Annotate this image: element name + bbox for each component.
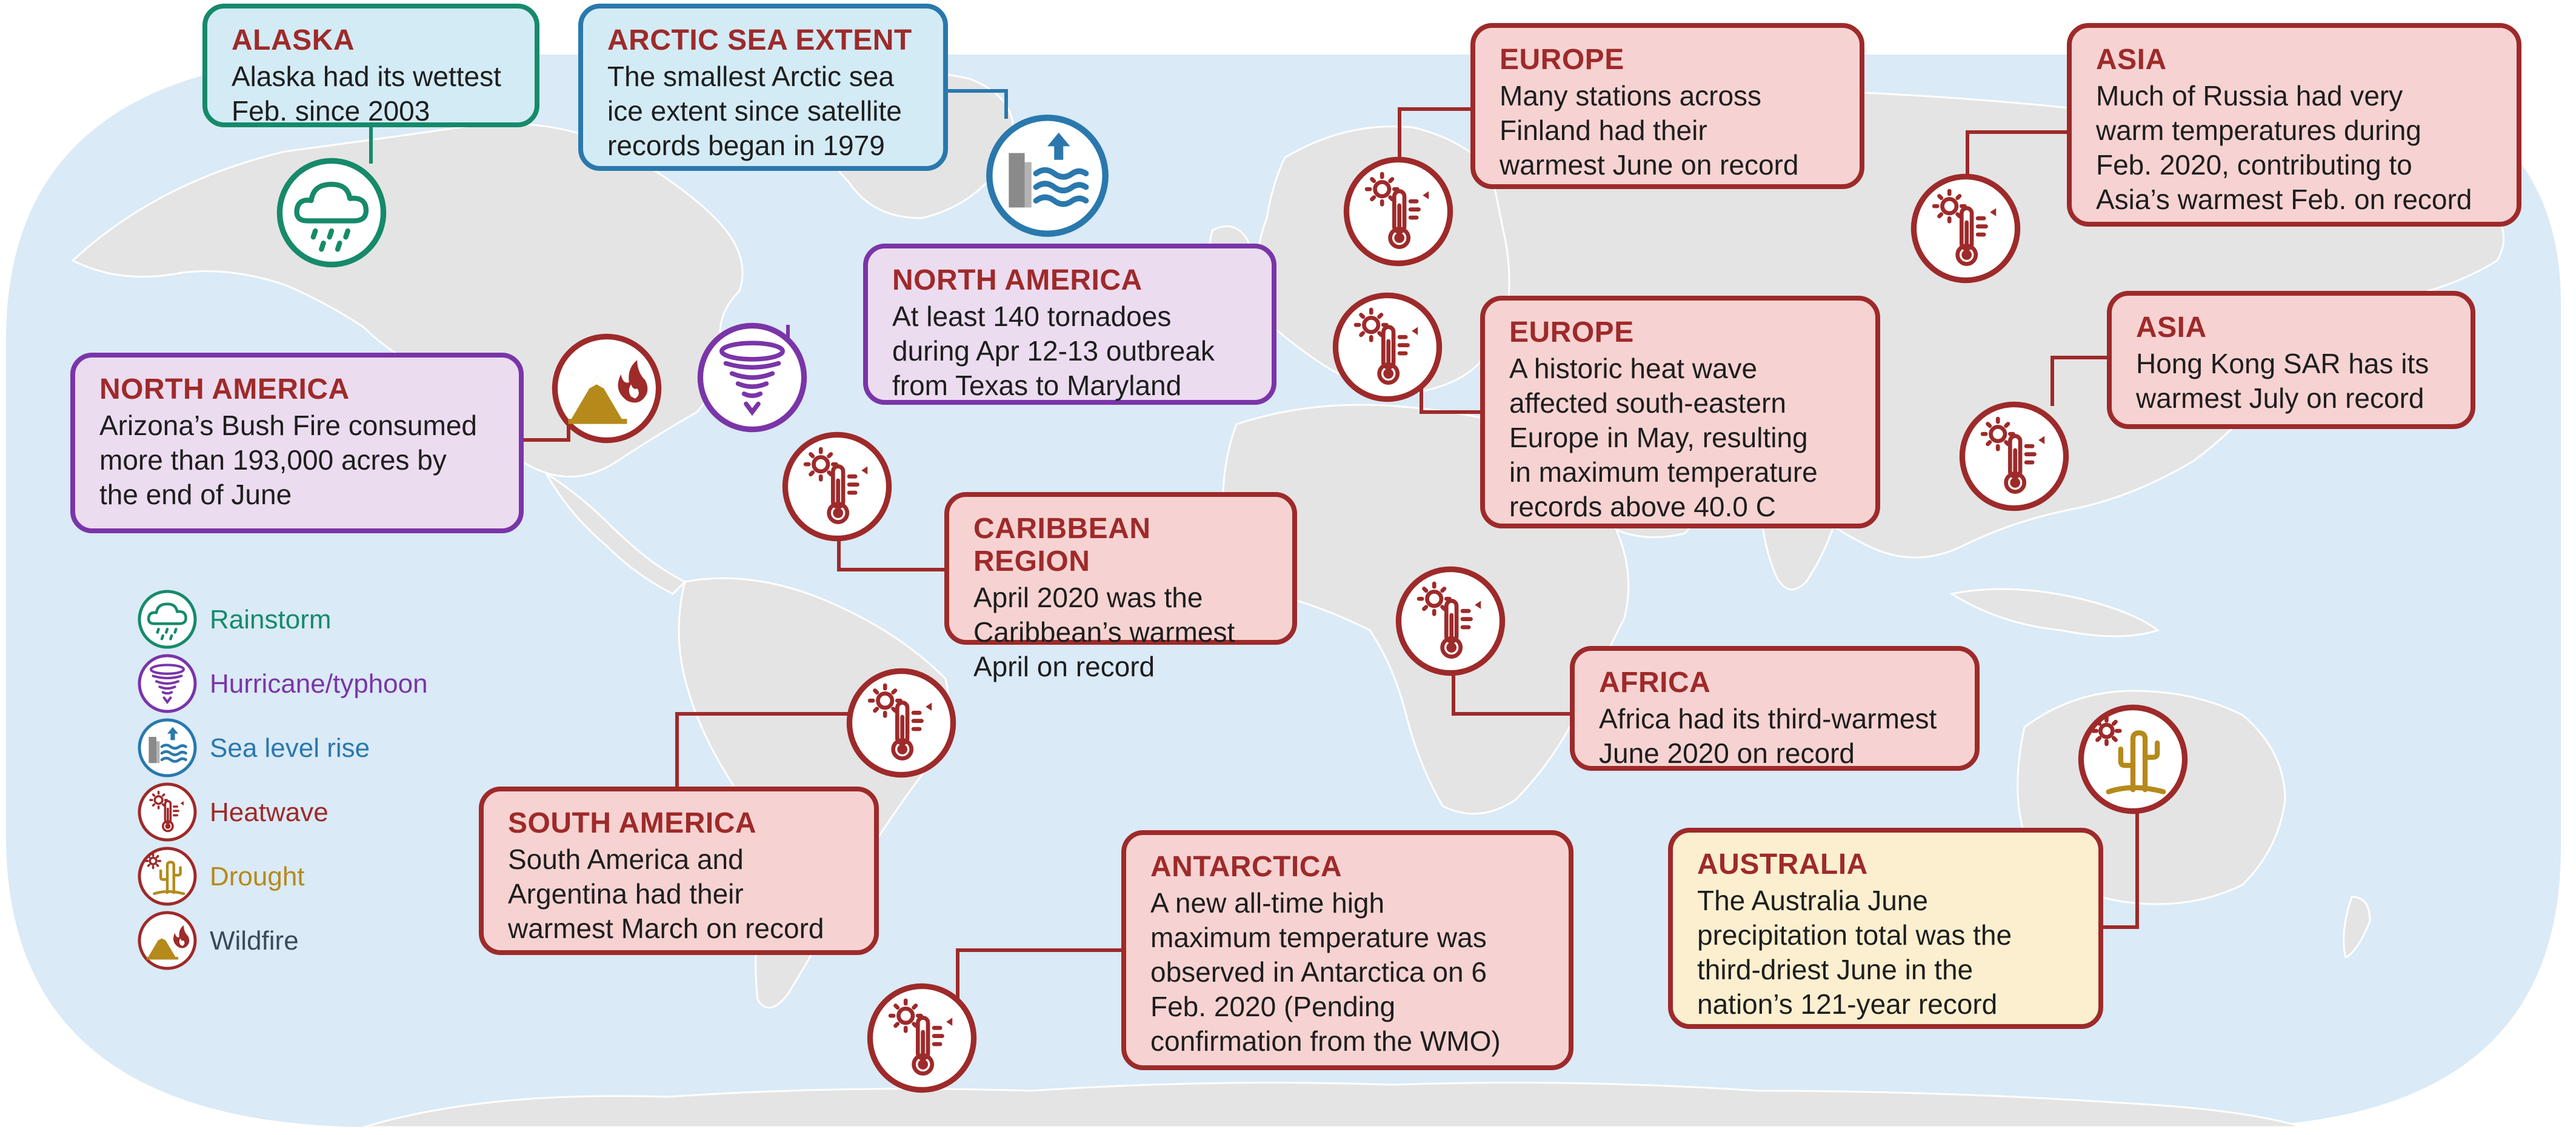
legend-thermometer-sun-icon (139, 784, 195, 840)
callout-line: Caribbean’s warmest (973, 616, 1235, 648)
callout-title: NORTH AMERICA (892, 264, 1143, 296)
se-europe-heat-icon (1335, 295, 1439, 399)
callout-alaska: ALASKA Alaska had its wettest Feb. since… (202, 4, 539, 127)
callout-line: Finland had their (1500, 115, 1707, 146)
callout-title: EUROPE (1500, 44, 1624, 76)
wildfire-marker-icon (555, 336, 658, 440)
caribbean-heat-icon (785, 434, 889, 538)
callout-line: in maximum temperature (1509, 456, 1818, 488)
legend-cactus-sun-icon (139, 848, 195, 904)
callout-line: June 2020 on record (1599, 737, 1855, 769)
legend-label-sea-level: Sea level rise (210, 733, 370, 763)
legend-label-hurricane: Hurricane/typhoon (210, 669, 428, 699)
callout-title: EUROPE (1509, 316, 1634, 348)
callout-title: SOUTH AMERICA (508, 807, 757, 839)
legend-tornado-icon (139, 656, 195, 711)
callout-line: The Australia June (1697, 885, 1929, 916)
legend-rain-cloud-icon (139, 591, 195, 647)
callout-caribbean: CARIBBEAN REGION April 2020 was the Cari… (944, 492, 1297, 682)
legend-label-wildfire: Wildfire (210, 926, 299, 956)
callout-line: from Texas to Maryland (892, 370, 1182, 401)
callout-line: third-driest June in the (1697, 954, 1974, 985)
callout-line: observed in Antarctica on 6 (1150, 956, 1487, 988)
callout-line: more than 193,000 acres by (99, 444, 447, 476)
callout-line: At least 140 tornadoes (892, 301, 1172, 332)
callout-africa: AFRICA Africa had its third-warmest June… (1570, 646, 1980, 771)
arctic-sea-level-icon (989, 118, 1105, 233)
callout-line: Asia’s warmest Feb. on record (2096, 184, 2472, 215)
callout-line: Alaska had its wettest (232, 61, 501, 92)
callout-line: April on record (973, 651, 1155, 682)
callout-line: ice extent since satellite (607, 95, 902, 127)
callout-line: Many stations across (1500, 80, 1762, 112)
callout-line: records began in 1979 (607, 130, 885, 161)
callout-line: warmest March on record (508, 913, 824, 944)
antarctica-heat-icon (870, 986, 973, 1090)
callout-title: ASIA (2096, 44, 2167, 76)
callout-asia-russia: ASIA Much of Russia had very warm temper… (2067, 23, 2521, 227)
callout-antarctica: ANTARCTICA A new all-time high maximum t… (1121, 830, 1573, 1070)
callout-north-america-tornadoes: NORTH AMERICA At least 140 tornadoes dur… (863, 244, 1276, 405)
legend-sea-level-icon (139, 720, 195, 776)
central-america-land (544, 471, 687, 595)
callout-line: Argentina had their (508, 878, 744, 910)
new-zealand-land (2343, 896, 2371, 959)
finland-heat-icon (1346, 159, 1450, 263)
callout-line: warmest June on record (1500, 149, 1799, 181)
legend-label-rainstorm: Rainstorm (210, 605, 332, 634)
callout-line: Feb. since 2003 (232, 95, 430, 127)
callout-line: records above 40.0 C (1509, 491, 1776, 522)
legend-label-drought: Drought (210, 862, 305, 891)
tornado-marker-icon (700, 325, 804, 429)
callout-title: NORTH AMERICA (99, 373, 350, 405)
callout-title: CARIBBEAN REGION (973, 513, 1151, 577)
callout-title: ALASKA (232, 24, 355, 56)
callout-line: Europe in May, resulting (1509, 422, 1808, 453)
callout-arctic-sea-extent: ARCTIC SEA EXTENT The smallest Arctic se… (578, 4, 948, 171)
callout-line: affected south-eastern (1509, 387, 1786, 419)
callout-australia: AUSTRALIA The Australia June precipitati… (1668, 828, 2103, 1029)
callout-line: Africa had its third-warmest (1599, 703, 1937, 734)
callout-title: ANTARCTICA (1150, 851, 1343, 883)
australia-drought-icon (2081, 707, 2184, 811)
callout-line: confirmation from the WMO) (1150, 1025, 1501, 1057)
callout-line: Feb. 2020, contributing to (2096, 149, 2412, 181)
callout-asia-hong-kong: ASIA Hong Kong SAR has its warmest July … (2107, 291, 2475, 429)
callout-north-america-wildfire: NORTH AMERICA Arizona’s Bush Fire consum… (70, 353, 524, 533)
callout-europe-finland: EUROPE Many stations across Finland had … (1470, 23, 1864, 189)
alaska-rain-icon (279, 161, 383, 264)
callout-line: The smallest Arctic sea (607, 61, 894, 92)
antarctica-land (363, 1082, 2304, 1128)
callout-south-america: SOUTH AMERICA South America and Argentin… (479, 787, 879, 955)
callout-line: A historic heat wave (1509, 353, 1758, 384)
russia-heat-icon (1914, 176, 2017, 280)
callout-line: precipitation total was the (1697, 919, 2012, 951)
africa-heat-icon (1398, 569, 1502, 673)
callout-line: the end of June (99, 479, 292, 510)
callout-title: ARCTIC SEA EXTENT (607, 24, 912, 56)
callout-title: AUSTRALIA (1697, 848, 1868, 880)
indonesia-land (1949, 588, 2160, 637)
callout-line: maximum temperature was (1150, 922, 1487, 953)
callout-line: Much of Russia had very (2096, 80, 2403, 112)
callout-line: Feb. 2020 (Pending (1150, 991, 1396, 1022)
callout-line: during Apr 12-13 outbreak (892, 335, 1215, 367)
legend-label-heatwave: Heatwave (210, 797, 329, 827)
callout-title: AFRICA (1599, 667, 1711, 699)
callout-line: Arizona’s Bush Fire consumed (99, 410, 477, 441)
callout-line: nation’s 121-year record (1697, 988, 1998, 1020)
callout-line: South America and (508, 844, 744, 875)
hong-kong-heat-icon (1962, 404, 2066, 508)
callout-line: April 2020 was the (973, 582, 1203, 613)
legend-mountain-fire-icon (139, 913, 195, 968)
callout-europe-heat-wave: EUROPE A historic heat wave affected sou… (1480, 296, 1880, 528)
callout-title: ASIA (2136, 311, 2207, 344)
callout-line: warm temperatures during (2096, 115, 2421, 146)
callout-line: A new all-time high (1150, 887, 1385, 919)
callout-line: warmest July on record (2136, 382, 2424, 414)
south-america-heat-icon (849, 671, 953, 774)
callout-line: Hong Kong SAR has its (2136, 348, 2429, 379)
